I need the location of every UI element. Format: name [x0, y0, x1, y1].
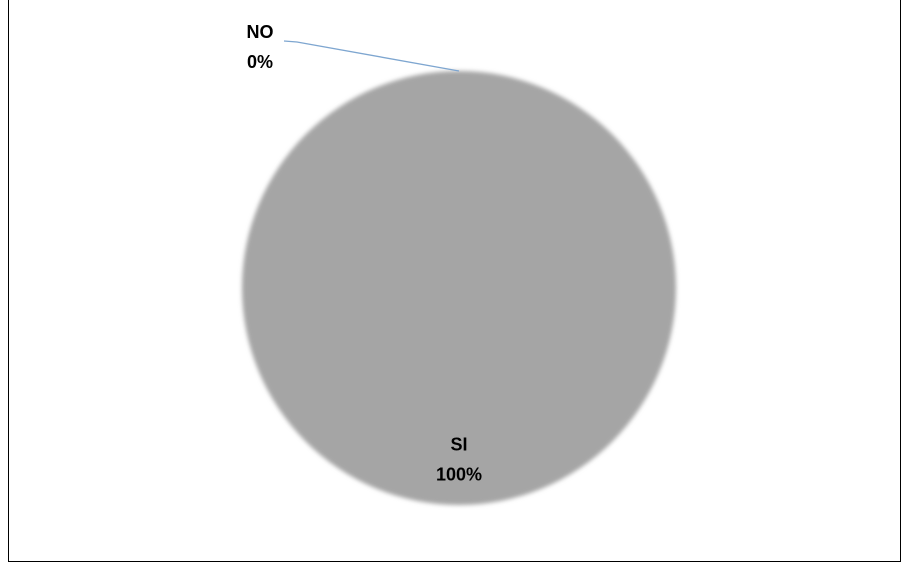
frame-left-edge — [8, 538, 9, 562]
pie-slice-si — [242, 71, 676, 505]
data-label-category-si: SI — [450, 434, 467, 454]
data-label-percent-no: 0% — [247, 52, 273, 72]
data-label-category-no: NO — [247, 22, 274, 42]
data-label-percent-si: 100% — [436, 464, 482, 484]
leader-line-no — [283, 40, 460, 72]
